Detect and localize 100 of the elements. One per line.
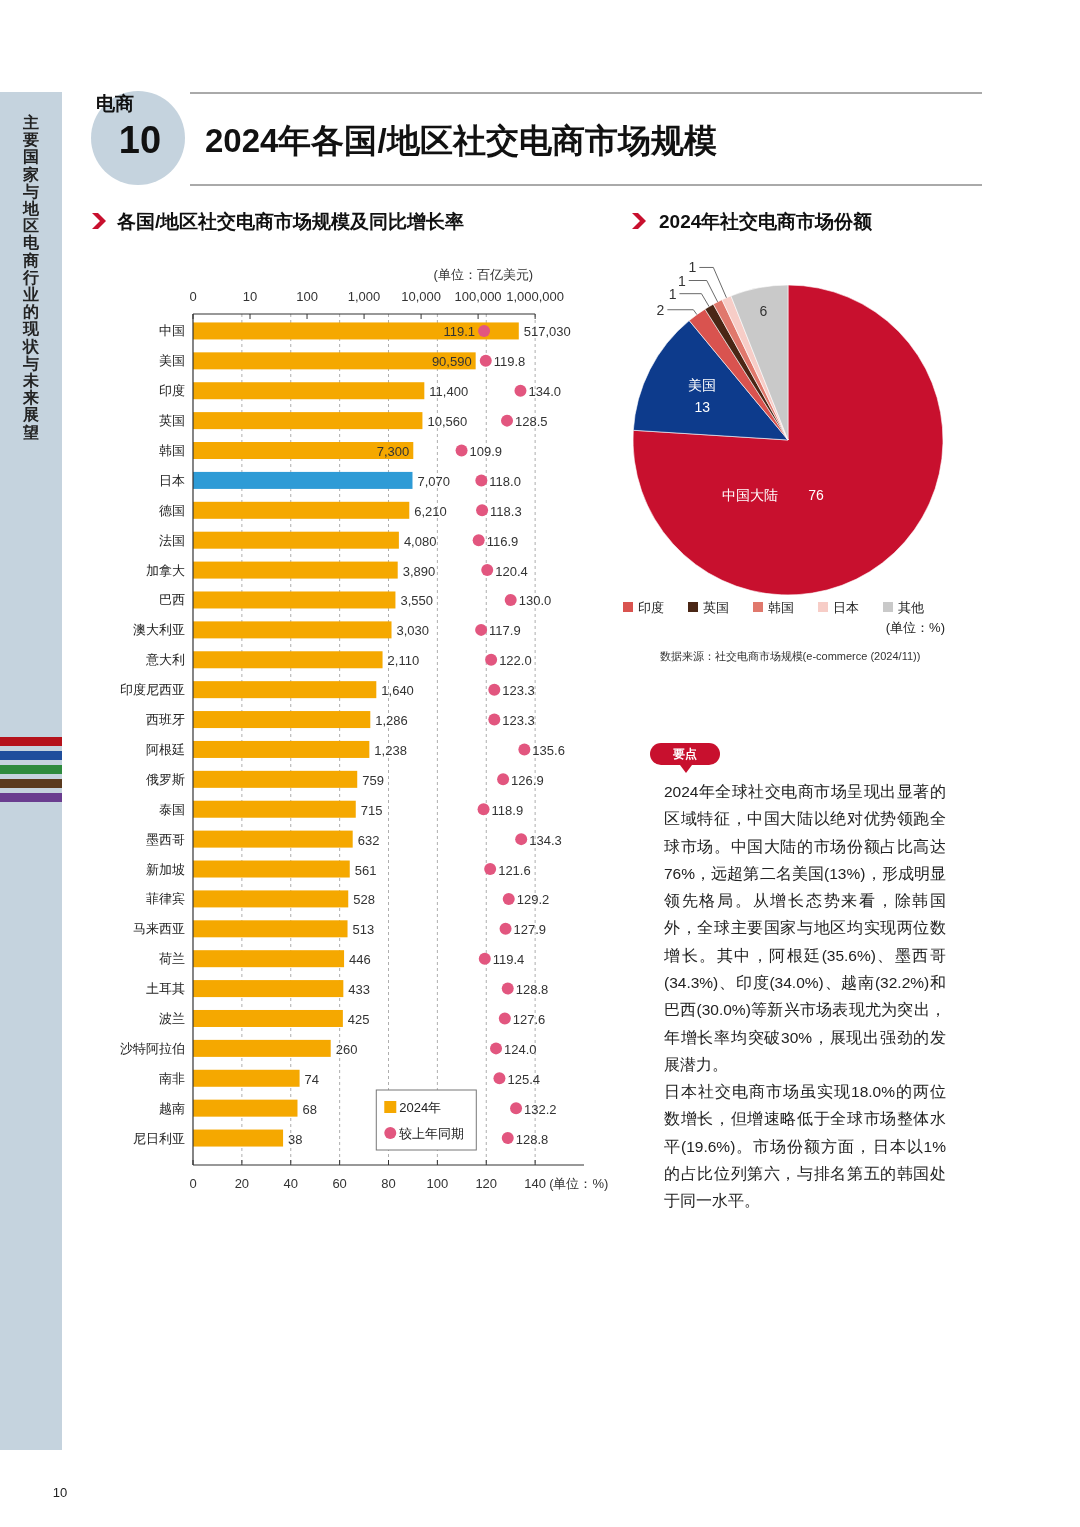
- y-tick-label: 波兰: [159, 1010, 185, 1026]
- point: [515, 833, 528, 846]
- data-label: 715: [360, 802, 383, 818]
- data-label: 11,400: [429, 384, 469, 400]
- data-label: 1: [677, 272, 686, 289]
- y-tick-label: 中国: [159, 323, 185, 339]
- text: 要点: [672, 747, 697, 761]
- y-tick-label: 西班牙: [146, 712, 185, 728]
- point: [478, 324, 491, 337]
- point: [484, 863, 497, 876]
- data-label: 3,550: [400, 593, 433, 609]
- text: 主要国家与地区电商行业的现状与未来展望: [23, 114, 39, 441]
- y-tick-label: 墨西哥: [146, 831, 185, 847]
- data-label: 446: [349, 952, 371, 968]
- data-label: 120.4: [495, 563, 528, 579]
- y-tick-label: 泰国: [159, 801, 185, 817]
- y-tick-label: 印度尼西亚: [120, 682, 185, 698]
- data-label: 528: [353, 892, 375, 908]
- data-label: 517,030: [523, 324, 571, 340]
- point: [488, 713, 501, 726]
- data-label: 109.9: [469, 444, 503, 460]
- y-tick-label: 土耳其: [146, 981, 185, 997]
- point: [499, 922, 512, 935]
- text: 2024年全球社交电商市场呈现出显著的区域特征，中国大陆以绝对优势领跑全球市场。中国大陆的市场份额占比高达76%，远超第二名美国(13%)，形成明显领先格局。从增长态势来看，除韩国外，全球主要国家与地区均实现两位数增长。其中，阿根廷(35.6%)、墨西哥(34.3%)、印度(34.0%)、越南(32.2%)和巴西(30.0%)等新兴市场表现尤为突出，年增长率均突破30%，展现出强劲的发展潜力。: [664, 783, 946, 1073]
- y-tick-label: 菲律宾: [146, 891, 185, 907]
- data-label: 135.6: [532, 742, 565, 758]
- data-label: 1,640: [381, 683, 414, 699]
- data-label: 118.0: [489, 473, 521, 489]
- chart-title: 各国/地区社交电商市场规模及同比增长率: [116, 210, 465, 232]
- y-tick-label: 越南: [159, 1100, 185, 1116]
- point: [478, 952, 491, 965]
- x2-tick-label: 1,000,000: [506, 288, 565, 304]
- y-tick-label: 德国: [159, 502, 185, 518]
- data-label: 632: [357, 832, 380, 848]
- text: 10: [118, 119, 162, 161]
- x2-tick-label: 100,000: [454, 288, 502, 304]
- x-axis-title: (单位：%): [549, 1175, 609, 1191]
- data-label: 122.0: [499, 653, 532, 669]
- point: [502, 892, 515, 905]
- source-note: 数据来源：社交电商市场规模(e-commerce (2024/11)): [659, 650, 921, 662]
- point: [455, 444, 468, 457]
- data-label: 76: [808, 487, 824, 503]
- x2-tick-label: 0: [189, 288, 197, 304]
- y-tick-label: 韩国: [159, 443, 185, 459]
- point: [485, 653, 498, 666]
- slice-label: 中国大陆: [722, 487, 778, 503]
- y-tick-label: 马来西亚: [133, 921, 185, 937]
- y-tick-label: 沙特阿拉伯: [120, 1040, 185, 1056]
- text: (单位：%): [885, 619, 945, 635]
- x-tick-label: 120: [475, 1175, 498, 1191]
- data-label: 433: [348, 982, 371, 998]
- data-label: 119.4: [492, 952, 525, 968]
- data-label: 1,286: [375, 713, 408, 729]
- data-label: 116.9: [486, 533, 519, 549]
- point: [510, 1102, 523, 1115]
- data-label: 1: [688, 259, 697, 276]
- text: 2024年各国/地区社交电商市场规模: [205, 121, 717, 159]
- text: 日本社交电商市场虽实现18.0%的两位数增长，但增速略低于全球市场整体水平(19.6%)。市场份额方面，日本以1%的占比位列第六，与排名第五的韩国处于同一水平。: [664, 1082, 946, 1212]
- x-tick-label: 80: [381, 1175, 396, 1191]
- data-label: 121.6: [498, 862, 531, 878]
- point: [472, 534, 485, 547]
- data-label: 118.9: [491, 802, 524, 818]
- data-label: 1,238: [374, 742, 407, 758]
- point: [504, 593, 517, 606]
- y-tick-label: 阿根廷: [146, 741, 185, 757]
- point: [475, 623, 488, 636]
- slice-label: 美国: [688, 377, 717, 394]
- legend-label: 2024年: [399, 1099, 442, 1115]
- data-label: 68: [302, 1101, 317, 1117]
- data-label: 7,300: [376, 444, 410, 460]
- chart-title: 2024年社交电商市场份额: [659, 210, 874, 232]
- text: 电商: [96, 92, 134, 114]
- x2-tick-label: 1,000: [347, 288, 381, 304]
- y-tick-label: 英国: [159, 413, 185, 429]
- point: [490, 1042, 503, 1055]
- y-tick-label: 加拿大: [146, 562, 185, 578]
- data-label: 134.3: [529, 832, 562, 848]
- legend-label: 英国: [703, 599, 729, 615]
- point: [493, 1072, 506, 1085]
- point: [475, 474, 488, 487]
- data-label: 425: [347, 1011, 370, 1027]
- point: [501, 1132, 514, 1145]
- data-label: 128.5: [515, 414, 548, 430]
- x-tick-label: 0: [189, 1175, 197, 1191]
- data-label: 513: [352, 922, 375, 938]
- data-label: 134.0: [528, 384, 562, 400]
- data-label: 74: [304, 1071, 320, 1087]
- point: [481, 564, 494, 577]
- data-label: 7,070: [417, 473, 451, 489]
- data-label: 260: [335, 1041, 358, 1057]
- data-label: 123.3: [502, 683, 535, 699]
- point: [501, 982, 514, 995]
- data-label: 127.6: [512, 1011, 546, 1027]
- point: [477, 803, 490, 816]
- y-tick-label: 巴西: [159, 592, 185, 608]
- point: [497, 773, 510, 786]
- y-tick-label: 荷兰: [159, 951, 185, 967]
- data-label: 13: [694, 399, 711, 416]
- point: [501, 414, 514, 427]
- y-tick-label: 意大利: [145, 652, 185, 668]
